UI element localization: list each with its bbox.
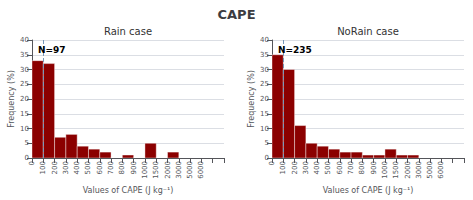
svg-text:0: 0 — [268, 161, 276, 165]
svg-text:1500: 1500 — [152, 161, 160, 179]
svg-text:1500: 1500 — [392, 161, 400, 179]
svg-text:600: 600 — [96, 161, 104, 174]
svg-text:20: 20 — [20, 95, 29, 103]
svg-text:400: 400 — [313, 161, 321, 174]
svg-text:15: 15 — [20, 110, 29, 118]
svg-text:Values of CAPE (J kg⁻¹): Values of CAPE (J kg⁻¹) — [83, 186, 174, 195]
svg-text:2000: 2000 — [164, 161, 172, 179]
svg-text:N=235: N=235 — [278, 45, 312, 55]
svg-text:30: 30 — [20, 66, 29, 74]
svg-text:40: 40 — [260, 36, 269, 44]
svg-text:Rain case: Rain case — [104, 26, 152, 37]
svg-text:Values of CAPE (J kg⁻¹): Values of CAPE (J kg⁻¹) — [323, 186, 414, 195]
svg-text:N=97: N=97 — [38, 45, 66, 55]
svg-text:35: 35 — [260, 51, 269, 59]
svg-text:0: 0 — [25, 154, 29, 162]
svg-text:40: 40 — [20, 36, 29, 44]
svg-text:200: 200 — [291, 161, 299, 174]
svg-text:900: 900 — [370, 161, 378, 174]
svg-text:35: 35 — [20, 51, 29, 59]
svg-text:30: 30 — [260, 66, 269, 74]
svg-text:1000: 1000 — [141, 161, 149, 179]
svg-text:3000: 3000 — [415, 161, 423, 179]
svg-text:5000: 5000 — [426, 161, 434, 179]
svg-text:20: 20 — [260, 95, 269, 103]
svg-text:700: 700 — [107, 161, 115, 174]
svg-text:15: 15 — [260, 110, 269, 118]
svg-text:900: 900 — [130, 161, 138, 174]
svg-text:400: 400 — [73, 161, 81, 174]
svg-text:6000: 6000 — [197, 161, 205, 179]
svg-text:5: 5 — [25, 139, 29, 147]
svg-text:6000: 6000 — [437, 161, 445, 179]
svg-text:100: 100 — [39, 161, 47, 174]
svg-text:10: 10 — [20, 125, 29, 133]
svg-text:2000: 2000 — [404, 161, 412, 179]
svg-text:10: 10 — [260, 125, 269, 133]
svg-text:200: 200 — [51, 161, 59, 174]
svg-text:Frequency (%): Frequency (%) — [247, 70, 256, 128]
svg-text:0: 0 — [265, 154, 269, 162]
svg-text:800: 800 — [358, 161, 366, 174]
svg-text:3000: 3000 — [175, 161, 183, 179]
svg-text:800: 800 — [118, 161, 126, 174]
svg-text:NoRain case: NoRain case — [337, 26, 399, 37]
svg-text:300: 300 — [302, 161, 310, 174]
svg-text:Frequency (%): Frequency (%) — [7, 70, 16, 128]
svg-text:500: 500 — [324, 161, 332, 174]
svg-text:25: 25 — [20, 80, 29, 88]
svg-text:100: 100 — [279, 161, 287, 174]
svg-text:0: 0 — [28, 161, 36, 165]
svg-text:300: 300 — [62, 161, 70, 174]
svg-text:1000: 1000 — [381, 161, 389, 179]
svg-text:5: 5 — [265, 139, 269, 147]
svg-text:600: 600 — [336, 161, 344, 174]
svg-text:500: 500 — [84, 161, 92, 174]
svg-text:5000: 5000 — [186, 161, 194, 179]
svg-text:25: 25 — [260, 80, 269, 88]
svg-text:CAPE: CAPE — [217, 7, 255, 22]
svg-text:700: 700 — [347, 161, 355, 174]
